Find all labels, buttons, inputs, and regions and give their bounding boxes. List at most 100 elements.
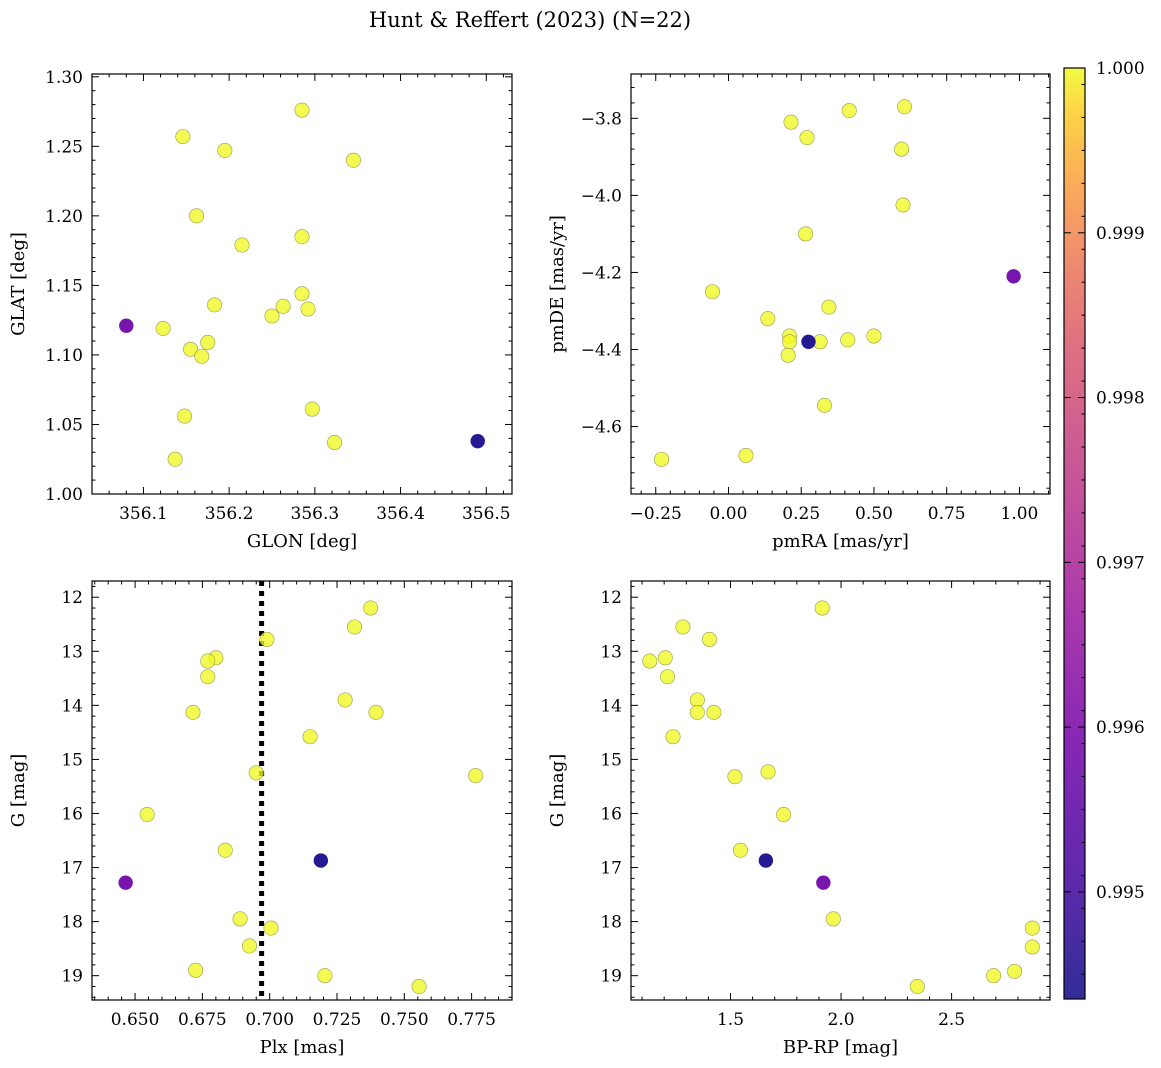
y-tick-label: 13 (61, 642, 83, 662)
y-tick-label: −4.0 (581, 186, 622, 206)
scatter-point (783, 114, 799, 130)
scatter-point (659, 669, 675, 685)
scatter-point (300, 301, 316, 317)
axes-frame (630, 73, 1051, 495)
scatter-point (760, 764, 776, 780)
scatter-point (304, 401, 320, 417)
scatter-point (657, 650, 673, 666)
scatter-point (119, 318, 134, 333)
scatter-point (642, 653, 658, 669)
figure-title: Hunt & Reffert (2023) (N=22) (369, 8, 691, 32)
x-tick-label: 356.3 (291, 504, 340, 524)
scatter-point (188, 962, 204, 978)
scatter-point (363, 600, 379, 616)
scatter-point (814, 600, 830, 616)
scatter-point (259, 631, 275, 647)
y-tick-label: 12 (61, 588, 83, 608)
scatter-point (337, 692, 353, 708)
scatter-point (207, 297, 223, 313)
scatter-point (346, 619, 362, 635)
y-tick-label: 15 (600, 750, 622, 770)
y-tick-label: 16 (600, 804, 622, 824)
colorbar: 0.995 0.996 0.997 0.998 0.999 1.000 (1063, 59, 1145, 1000)
y-tick-label: 1.15 (45, 276, 83, 296)
y-tick-label: 18 (600, 913, 622, 933)
x-tick-label: 0.675 (178, 1010, 227, 1030)
colorbar-tick-label: 0.999 (1096, 224, 1145, 244)
scatter-point (689, 704, 705, 720)
x-tick-label: 0.725 (313, 1010, 362, 1030)
y-tick-label: 15 (61, 750, 83, 770)
scatter-point (704, 284, 720, 300)
scatter-point (118, 875, 133, 890)
scatter-point (1024, 939, 1040, 955)
x-tick-label: 1.00 (1001, 504, 1039, 524)
scatter-point (801, 334, 816, 349)
x-tick-label: 0.25 (782, 504, 820, 524)
scatter-point (248, 765, 264, 781)
colorbar-tick-label: 0.997 (1096, 553, 1145, 573)
x-tick-label: 2.0 (828, 1010, 855, 1030)
x-tick-label: 356.5 (462, 504, 511, 524)
scatter-point (816, 397, 832, 413)
scatter-point (468, 768, 484, 784)
x-tick-label: 0.700 (245, 1010, 294, 1030)
scatter-point (200, 669, 216, 685)
y-tick-label: 18 (61, 913, 83, 933)
scatter-point (177, 408, 193, 424)
y-tick-label: −4.6 (581, 418, 622, 438)
y-tick-label: 1.10 (45, 346, 83, 366)
panel-plx-g: 0.650 0.675 0.700 0.725 0.750 0.775 12 13 14 15 16… (8, 580, 513, 1058)
y-tick-label: 14 (61, 696, 83, 716)
y-tick-label: 1.25 (45, 137, 83, 157)
y-tick-label: 13 (600, 642, 622, 662)
scatter-point (782, 334, 798, 350)
scatter-point (799, 130, 815, 146)
colorbar-tick-label: 0.998 (1096, 389, 1145, 409)
x-tick-label: 0.00 (710, 504, 748, 524)
colorbar-tick-label: 1.000 (1096, 59, 1145, 79)
scatter-point (738, 447, 754, 463)
y-tick-label: 14 (600, 696, 622, 716)
axis-ticks (631, 581, 1050, 1000)
y-tick-label: 1.30 (45, 68, 83, 88)
scatter-point (217, 142, 233, 158)
y-tick-label: −4.4 (581, 341, 622, 361)
panel-bprp-g: 1.5 2.0 2.5 12 13 14 15 16 17 18 19 BP-RP [mag] G [m… (547, 580, 1051, 1058)
scatter-point (264, 308, 280, 324)
scatter-point (189, 208, 205, 224)
scatter-point (732, 842, 748, 858)
x-axis-label: BP-RP [mag] (783, 1037, 898, 1058)
scatter-point (368, 704, 384, 720)
scatter-point (897, 99, 913, 115)
axis-ticks (631, 74, 1050, 494)
scatter-point (1006, 269, 1021, 284)
y-axis-label: pmDE [mas/yr] (547, 215, 568, 353)
scatter-point (139, 807, 155, 823)
scatter-point (776, 807, 792, 823)
x-tick-label: 0.650 (111, 1010, 160, 1030)
x-axis-label: Plx [mas] (260, 1037, 345, 1058)
colorbar-frame (1063, 67, 1086, 1000)
scatter-point (909, 978, 925, 994)
scatter-point (345, 152, 361, 168)
panel-glon-glat: 356.1 356.2 356.3 356.4 356.5 1.00 1.05 1.10 1.1… (8, 68, 513, 552)
scatter-point (317, 968, 333, 984)
scatter-point (895, 197, 911, 213)
y-tick-label: 1.20 (45, 207, 83, 227)
panel-pmra-pmde: −0.25 0.00 0.25 0.50 0.75 1.00 −4.6 −4.4 −4.2 −4.… (547, 73, 1051, 552)
y-tick-label: 1.05 (45, 415, 83, 435)
axes-frame (630, 580, 1051, 1001)
scatter-point (200, 334, 216, 350)
scatter-point (654, 451, 670, 467)
scatter-point (840, 332, 856, 348)
x-tick-label: −0.25 (630, 504, 682, 524)
x-axis-label: pmRA [mas/yr] (772, 531, 909, 552)
axes-frame (91, 580, 513, 1001)
scatter-point (294, 229, 310, 245)
scatter-point (701, 631, 717, 647)
x-tick-label: 0.50 (855, 504, 893, 524)
scatter-point (183, 341, 199, 357)
scatter-point (175, 129, 191, 145)
